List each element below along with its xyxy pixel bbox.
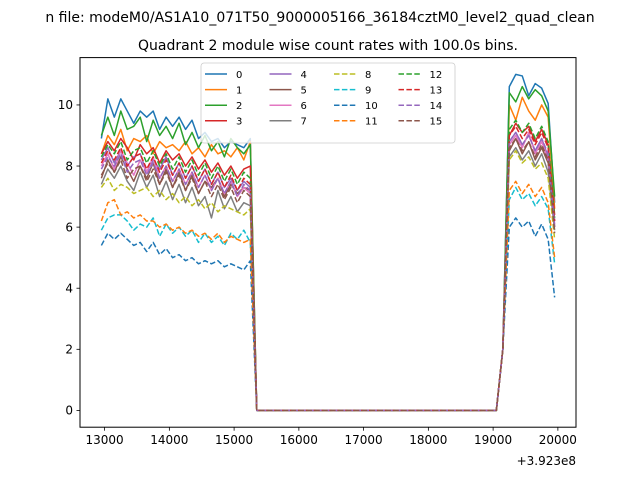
x-tick-label: 14000 [150,433,188,447]
legend-label-5: 5 [301,85,307,96]
legend-label-14: 14 [430,101,443,112]
axes: 13000 14000 15000 16000 17000 18000 19000 20000… [58,98,577,447]
figure-suptitle: n file: modeM0/AS1A10_071T50_9000005166_… [45,10,594,26]
series-line-11 [100,180,556,412]
legend-label-9: 9 [365,85,371,96]
series-line-15 [100,137,556,412]
x-axis-offset-label: +3.923e8 [517,454,576,468]
y-tick-label: 8 [65,159,73,173]
x-tick-label: 13000 [86,433,124,447]
y-tick-label: 4 [65,282,73,296]
legend-label-8: 8 [365,70,371,81]
chart-title: Quadrant 2 module wise count rates with … [138,38,518,54]
plot-frame [79,57,577,428]
legend-label-3: 3 [236,117,242,128]
legend-label-1: 1 [236,85,242,96]
series-line-12 [100,119,556,412]
legend-label-2: 2 [236,101,242,112]
series-line-7 [100,146,556,412]
x-tick-label: 20000 [539,433,577,447]
legend-label-12: 12 [430,70,443,81]
x-tick-label: 16000 [280,433,318,447]
series-line-10 [100,217,556,412]
y-tick-label: 6 [65,220,73,234]
y-tick-label: 10 [58,98,73,112]
series-line-13 [100,125,556,412]
y-tick-label: 2 [65,343,73,357]
legend-label-0: 0 [236,70,242,81]
series-line-8 [100,150,556,412]
x-tick-label: 15000 [215,433,253,447]
legend-label-10: 10 [365,101,378,112]
y-tick-label: 0 [65,404,73,418]
series-line-14 [100,131,556,412]
legend-box [200,62,456,144]
legend-label-15: 15 [430,117,443,128]
legend-label-6: 6 [301,101,307,112]
x-tick-label: 17000 [345,433,383,447]
series-line-9 [100,186,556,412]
legend-label-7: 7 [301,117,307,128]
legend-label-13: 13 [430,85,443,96]
x-tick-label: 19000 [474,433,512,447]
x-tick-label: 18000 [409,433,447,447]
plot-area [100,73,556,412]
legend-label-4: 4 [301,70,307,81]
legend-label-11: 11 [365,117,378,128]
